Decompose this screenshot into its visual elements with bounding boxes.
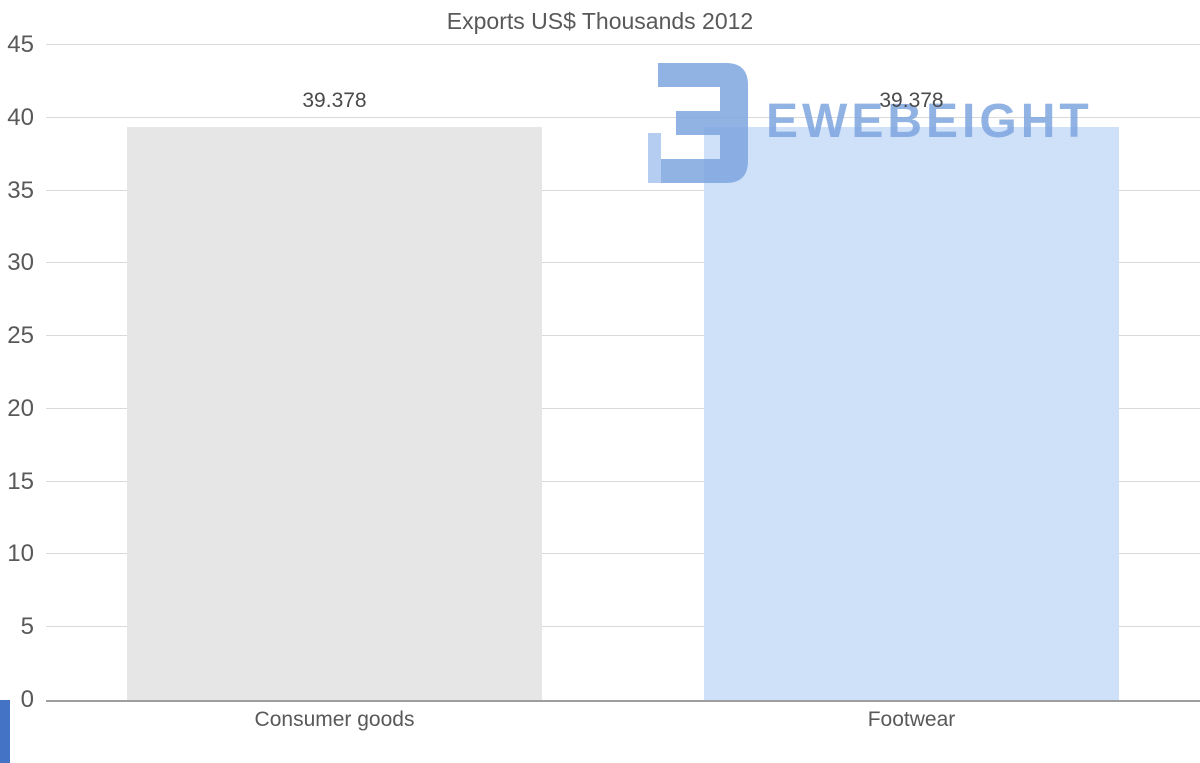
gridline (46, 407, 1200, 409)
bar-value-label-consumer-goods: 39.378 (302, 88, 367, 112)
x-axis: Consumer goods Footwear (46, 702, 1200, 742)
y-tick-label: 45 (7, 31, 34, 58)
y-tick-label: 0 (20, 686, 34, 713)
y-tick-label: 40 (7, 103, 34, 131)
y-tick-label: 25 (7, 322, 34, 350)
gridline (46, 480, 1200, 482)
gridline (46, 116, 1200, 118)
y-tick-label: 15 (7, 467, 34, 495)
y-tick-label: 10 (7, 540, 34, 568)
bar-consumer-goods (126, 126, 543, 700)
gridline (46, 553, 1200, 555)
x-tick-label-consumer-goods: Consumer goods (254, 708, 415, 731)
bar-value-label-footwear: 39.378 (879, 88, 944, 112)
x-tick-label-footwear: Footwear (867, 708, 956, 731)
left-edge-accent (0, 700, 10, 763)
y-tick-label: 35 (7, 176, 34, 204)
gridline (46, 44, 1200, 45)
gridline (46, 262, 1200, 264)
gridline (46, 189, 1200, 191)
y-tick-label: 30 (7, 249, 34, 277)
chart-title: Exports US$ Thousands 2012 (446, 8, 754, 34)
bar-footwear (703, 126, 1120, 700)
y-tick-label: 5 (20, 613, 34, 641)
plot-area: 39.378 39.378 (46, 44, 1200, 702)
gridline (46, 335, 1200, 337)
y-tick-label: 20 (7, 394, 34, 422)
y-axis: 0 5 10 15 20 25 30 35 40 45 (0, 32, 40, 713)
gridline (46, 626, 1200, 628)
